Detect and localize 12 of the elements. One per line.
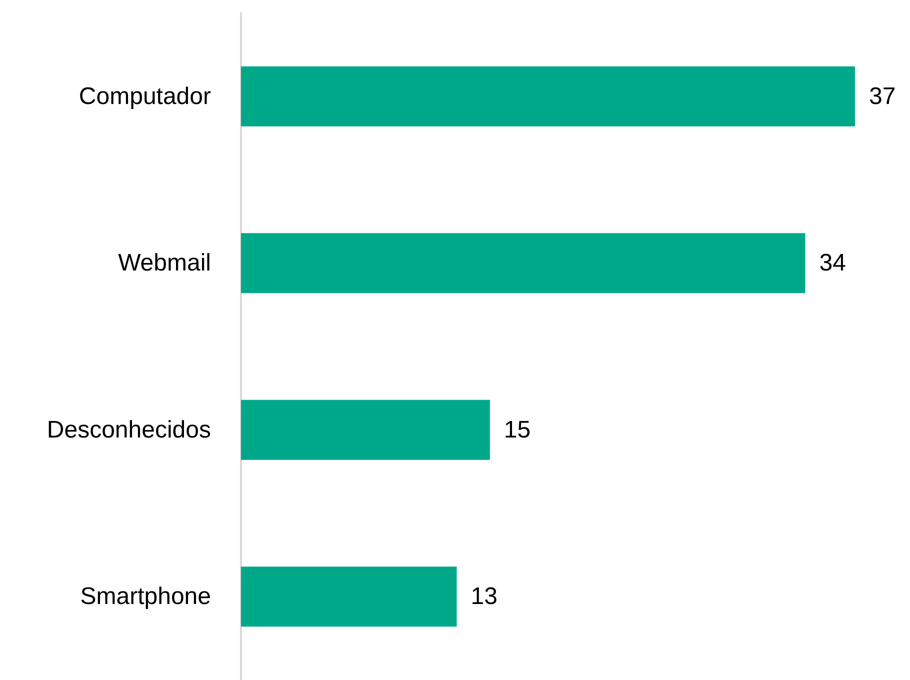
y-tick-label: Desconhecidos: [46, 416, 211, 444]
bar: [241, 400, 490, 460]
data-label: 34: [819, 250, 846, 277]
bar: [241, 66, 855, 126]
data-label: 37: [869, 82, 896, 110]
data-label: 13: [470, 583, 498, 610]
y-tick-label: Webmail: [118, 250, 211, 277]
bar: [241, 233, 806, 294]
y-tick-label: Smartphone: [80, 583, 211, 610]
y-tick-label: Computador: [78, 82, 211, 110]
bar: [241, 566, 457, 627]
data-label: 15: [504, 416, 531, 444]
